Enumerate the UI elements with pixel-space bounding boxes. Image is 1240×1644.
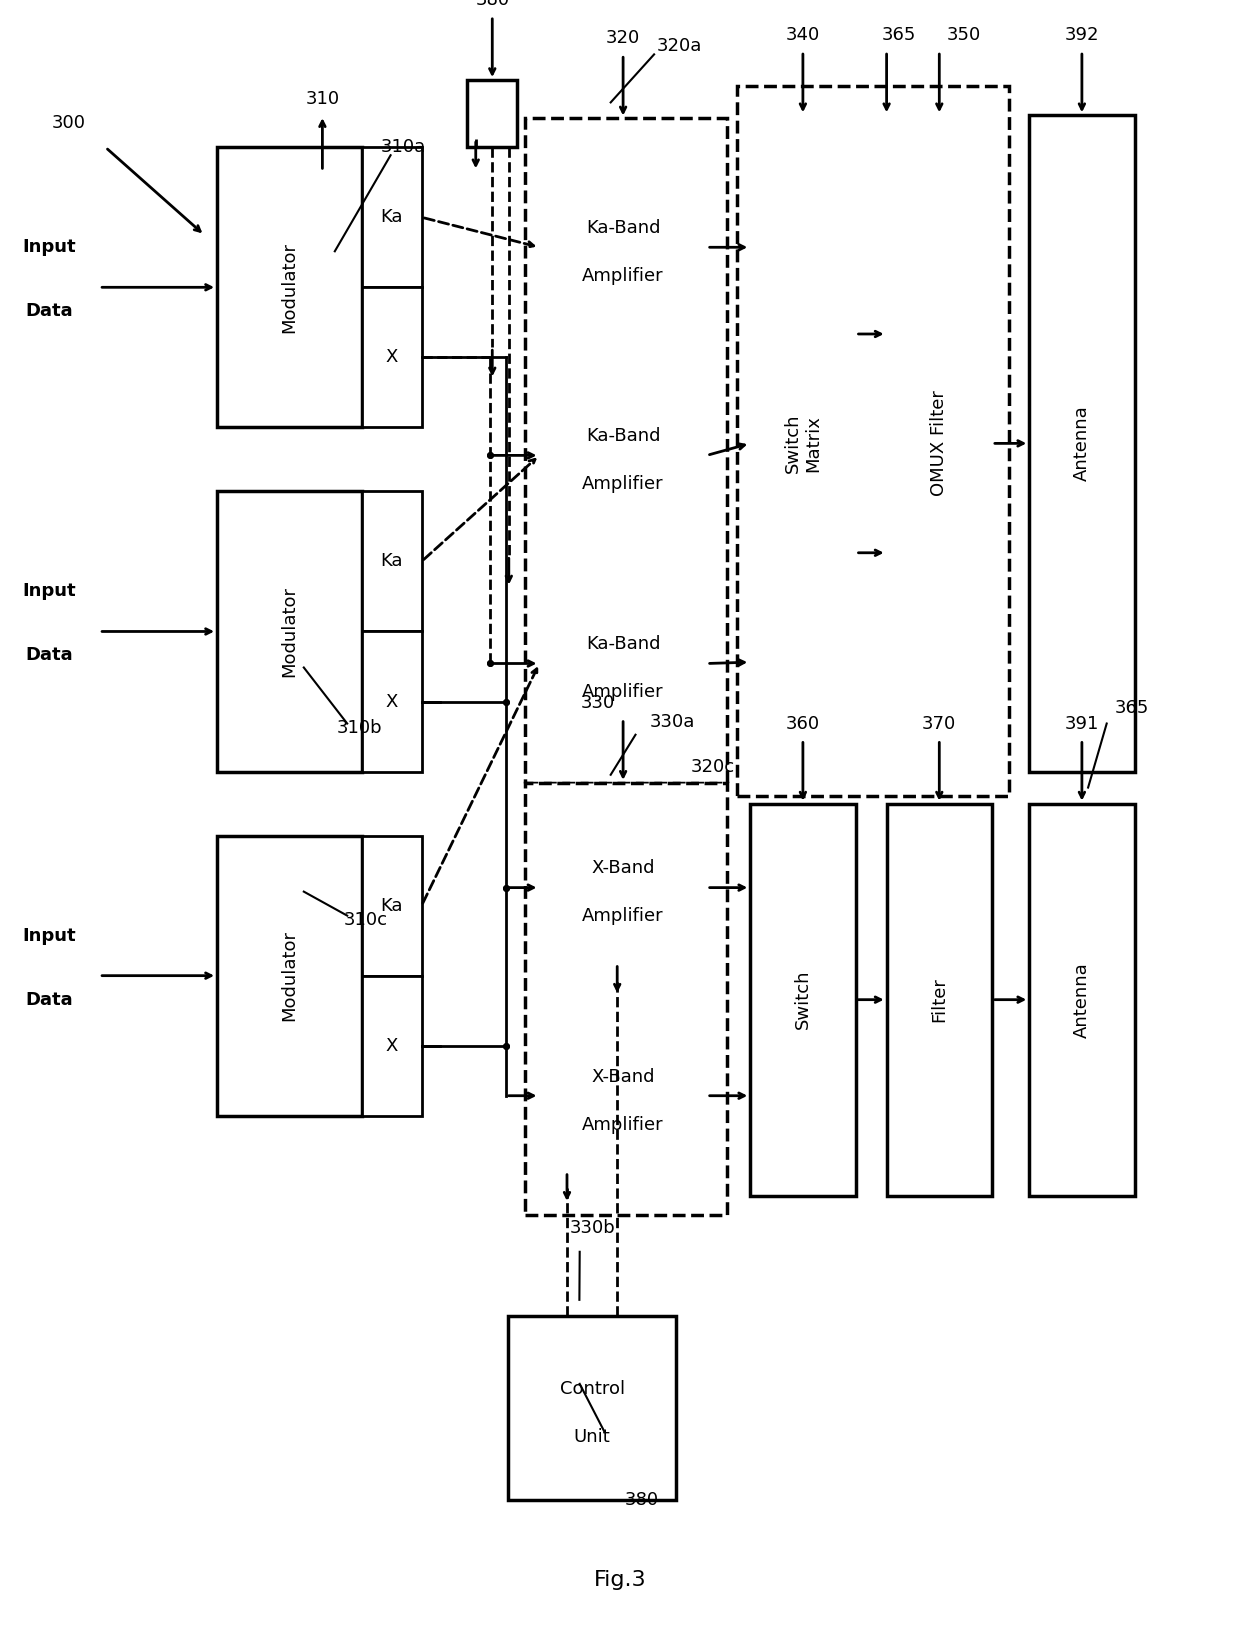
FancyBboxPatch shape (525, 118, 727, 783)
FancyBboxPatch shape (539, 363, 707, 547)
Text: Ka: Ka (381, 209, 403, 227)
Text: Filter: Filter (930, 977, 949, 1023)
FancyBboxPatch shape (362, 492, 422, 631)
Text: Modulator: Modulator (280, 585, 299, 677)
Text: Antenna: Antenna (1073, 962, 1091, 1037)
Text: 320a: 320a (656, 38, 702, 56)
Text: Amplifier: Amplifier (583, 684, 663, 702)
Text: X-Band: X-Band (591, 1067, 655, 1085)
Text: Amplifier: Amplifier (583, 1116, 663, 1133)
Text: Modulator: Modulator (280, 931, 299, 1021)
Text: Control: Control (559, 1379, 625, 1397)
FancyBboxPatch shape (362, 975, 422, 1116)
Text: Amplifier: Amplifier (583, 266, 663, 284)
Text: 370: 370 (923, 715, 956, 733)
Text: X-Band: X-Band (591, 860, 655, 878)
Text: 350: 350 (947, 26, 981, 44)
FancyBboxPatch shape (217, 492, 362, 771)
FancyBboxPatch shape (1029, 115, 1135, 771)
Text: 330a: 330a (650, 713, 696, 732)
Text: Amplifier: Amplifier (583, 907, 663, 926)
Text: 392: 392 (1065, 26, 1099, 44)
Text: Input: Input (22, 238, 77, 256)
Text: Input: Input (22, 927, 77, 945)
Text: X: X (386, 349, 398, 367)
Text: Fig.3: Fig.3 (594, 1570, 646, 1590)
Text: 360: 360 (786, 715, 820, 733)
FancyBboxPatch shape (1029, 804, 1135, 1195)
Text: Input: Input (22, 582, 77, 600)
Text: OMUX Filter: OMUX Filter (930, 390, 949, 496)
Text: 391: 391 (1065, 715, 1099, 733)
Text: 330: 330 (582, 694, 615, 712)
FancyBboxPatch shape (750, 804, 856, 1195)
FancyBboxPatch shape (737, 87, 1009, 796)
Text: Data: Data (26, 991, 73, 1009)
FancyBboxPatch shape (539, 572, 707, 756)
FancyBboxPatch shape (887, 115, 992, 771)
Text: Switch: Switch (794, 970, 812, 1029)
Text: 365: 365 (882, 26, 916, 44)
FancyBboxPatch shape (539, 796, 707, 980)
Text: Amplifier: Amplifier (583, 475, 663, 493)
Text: Ka: Ka (381, 552, 403, 570)
Text: 310: 310 (305, 90, 340, 109)
Text: Data: Data (26, 646, 73, 664)
Text: Ka-Band: Ka-Band (585, 219, 661, 237)
Text: 330b: 330b (569, 1218, 615, 1236)
FancyBboxPatch shape (362, 835, 422, 975)
FancyBboxPatch shape (217, 148, 362, 427)
Text: Unit: Unit (574, 1427, 610, 1445)
Text: X: X (386, 1037, 398, 1055)
Text: Switch
Matrix: Switch Matrix (784, 414, 822, 473)
Text: 310c: 310c (343, 911, 388, 929)
Text: 310b: 310b (337, 720, 382, 737)
FancyBboxPatch shape (539, 1004, 707, 1187)
Text: 320c: 320c (691, 758, 734, 776)
Text: 300: 300 (51, 113, 86, 132)
Text: X: X (386, 692, 398, 710)
Text: Ka-Band: Ka-Band (585, 635, 661, 653)
Text: 340: 340 (786, 26, 820, 44)
FancyBboxPatch shape (467, 81, 517, 148)
Text: Data: Data (26, 302, 73, 321)
Text: 380: 380 (475, 0, 510, 8)
Text: 380: 380 (625, 1491, 658, 1509)
FancyBboxPatch shape (362, 148, 422, 288)
FancyBboxPatch shape (750, 115, 856, 771)
FancyBboxPatch shape (362, 631, 422, 771)
Text: Ka-Band: Ka-Band (585, 427, 661, 446)
Text: Modulator: Modulator (280, 242, 299, 332)
FancyBboxPatch shape (508, 1315, 676, 1499)
FancyBboxPatch shape (362, 288, 422, 427)
FancyBboxPatch shape (217, 835, 362, 1116)
FancyBboxPatch shape (525, 783, 727, 1215)
Text: Ka: Ka (381, 896, 403, 914)
Text: 310a: 310a (381, 138, 425, 156)
Text: Antenna: Antenna (1073, 406, 1091, 482)
FancyBboxPatch shape (887, 804, 992, 1195)
Text: 320: 320 (606, 30, 640, 48)
Text: 365: 365 (1115, 699, 1148, 717)
FancyBboxPatch shape (539, 155, 707, 339)
